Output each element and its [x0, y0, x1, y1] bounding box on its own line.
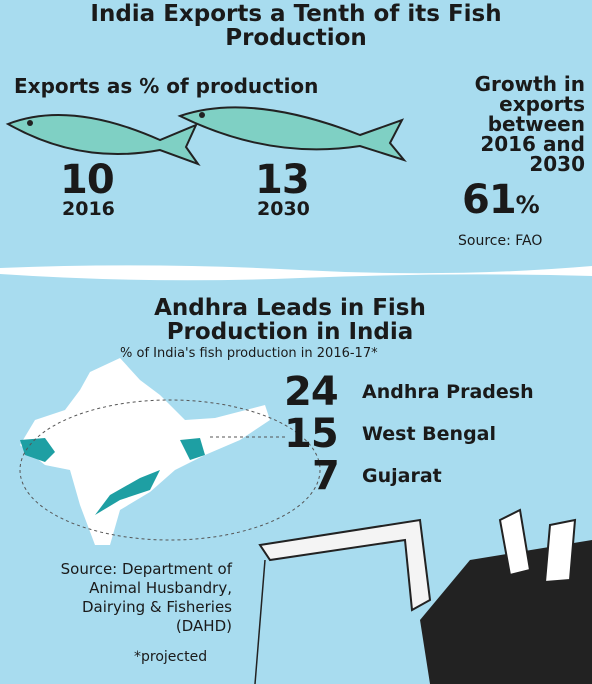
state-value: 15: [284, 411, 339, 457]
india-map: [19, 358, 321, 545]
growth: 61%: [462, 180, 540, 220]
export-value: 13: [255, 157, 310, 203]
ship-illustration: [254, 508, 592, 684]
source: Source: FAO: [458, 233, 543, 249]
growth-value: 61: [462, 177, 517, 223]
subtitle: % of India's fish production in 2016-17*: [120, 346, 378, 361]
export-value: 10: [60, 157, 115, 203]
divider-wave: [0, 265, 592, 281]
state-value: 7: [312, 453, 340, 499]
subtitle: Exports as % of production: [14, 74, 319, 98]
fish-icon: [5, 114, 201, 167]
note: *projected: [134, 649, 208, 665]
fish-icon: [177, 106, 407, 162]
title: Andhra Leads in Fish Production in India: [154, 295, 426, 345]
state-value: 24: [284, 369, 339, 415]
state-name: Gujarat: [362, 465, 442, 487]
export-year: 2016: [62, 198, 115, 220]
state-name: West Bengal: [362, 423, 497, 445]
source: Source: Department of Animal Husbandry, …: [60, 560, 232, 635]
growth-label: Growth in exports between 2016 and 2030: [474, 72, 585, 176]
title: India Exports a Tenth of its Fish Produc…: [90, 1, 502, 51]
growth-unit: %: [515, 191, 540, 219]
export-year: 2030: [257, 198, 310, 220]
state-name: Andhra Pradesh: [362, 381, 534, 403]
